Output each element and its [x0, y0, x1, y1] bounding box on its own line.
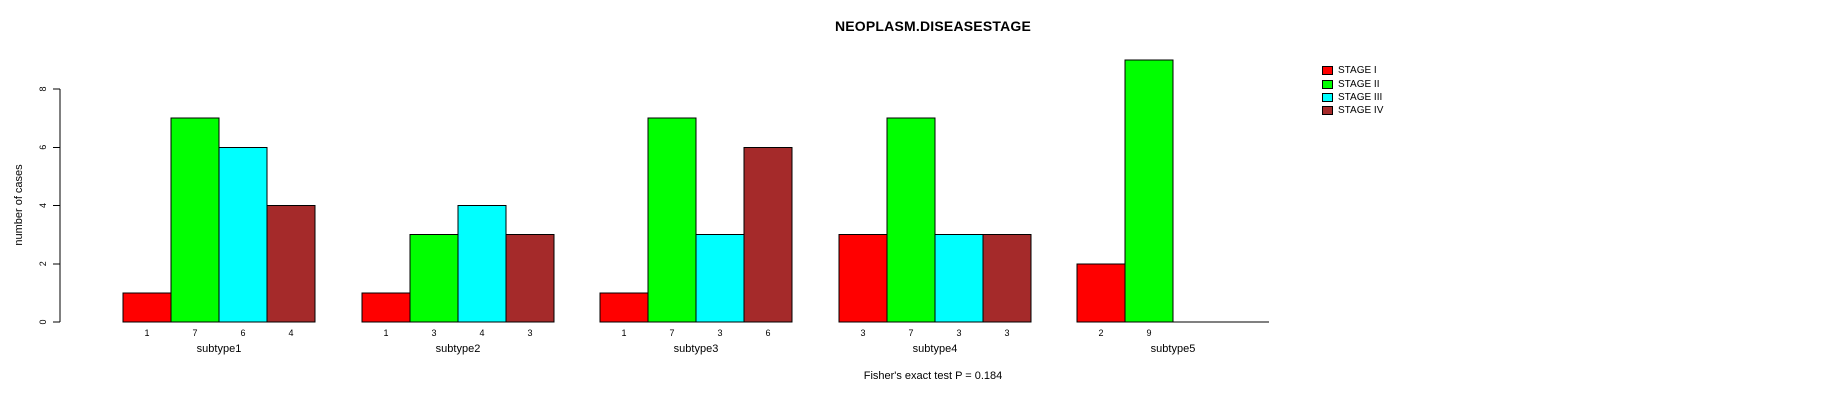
x-category-label: subtype3 — [674, 343, 719, 355]
bar-stage-i — [599, 292, 649, 323]
legend-label: STAGE IV — [1338, 105, 1384, 117]
bar-stage-i — [361, 292, 411, 323]
bar-stage-ii — [647, 117, 697, 323]
y-tick-label: 8 — [38, 86, 48, 91]
bar-stage-i — [838, 234, 888, 323]
bar-value-label: 7 — [669, 328, 674, 338]
y-tick-label: 2 — [38, 261, 48, 266]
bar-stage-iii — [457, 205, 507, 323]
legend: STAGE I STAGE II STAGE III STAGE IV — [1322, 64, 1383, 118]
bar-value-label: 9 — [1146, 328, 1151, 338]
legend-swatch-icon — [1322, 79, 1333, 89]
y-tick-label: 6 — [38, 145, 48, 150]
bar-value-label: 1 — [621, 328, 626, 338]
y-tick-label: 4 — [38, 203, 48, 208]
x-category-label: subtype4 — [913, 343, 958, 355]
bar-value-label: 6 — [240, 328, 245, 338]
bar-stage-iv — [982, 234, 1032, 323]
bar-value-label: 4 — [288, 328, 293, 338]
bar-stage-ii — [409, 234, 459, 323]
bar-value-label: 3 — [860, 328, 865, 338]
legend-item-stage-ii: STAGE II — [1322, 77, 1383, 90]
bar-stage-iv — [505, 234, 555, 323]
bar-stage-iv — [743, 146, 793, 323]
bar-value-label: 4 — [479, 328, 484, 338]
y-tick-label: 0 — [38, 319, 48, 324]
bar-value-label: 3 — [1004, 328, 1009, 338]
x-category-label: subtype5 — [1151, 343, 1196, 355]
bar-value-label: 1 — [383, 328, 388, 338]
bar-stage-i — [1076, 263, 1126, 323]
legend-item-stage-iv: STAGE IV — [1322, 104, 1383, 117]
legend-swatch-icon — [1322, 92, 1333, 102]
x-category-label: subtype1 — [197, 343, 242, 355]
bar-stage-iv — [266, 205, 316, 323]
bar-value-label: 6 — [765, 328, 770, 338]
legend-label: STAGE I — [1338, 65, 1377, 77]
legend-item-stage-i: STAGE I — [1322, 64, 1383, 77]
bar-value-label: 3 — [527, 328, 532, 338]
bar-stage-iii — [695, 234, 745, 323]
bar-value-label: 3 — [431, 328, 436, 338]
bar-value-label: 7 — [192, 328, 197, 338]
bar-stage-ii — [886, 117, 936, 323]
x-category-label: subtype2 — [436, 343, 481, 355]
legend-label: STAGE II — [1338, 78, 1380, 90]
legend-item-stage-iii: STAGE III — [1322, 91, 1383, 104]
legend-label: STAGE III — [1338, 91, 1383, 103]
bar-value-label: 3 — [717, 328, 722, 338]
bar-value-label: 1 — [144, 328, 149, 338]
fisher-test-note: Fisher's exact test P = 0.184 — [863, 370, 1003, 382]
legend-swatch-icon — [1322, 66, 1333, 76]
chart-title: NEOPLASM.DISEASESTAGE — [834, 18, 1032, 34]
bar-value-label: 2 — [1098, 328, 1103, 338]
y-axis-label: number of cases — [13, 164, 25, 246]
bar-stage-iii — [218, 146, 268, 323]
bar-value-label: 7 — [908, 328, 913, 338]
bar-value-label: 3 — [956, 328, 961, 338]
bar-stage-ii — [170, 117, 220, 323]
bar-stage-iii — [934, 234, 984, 323]
legend-swatch-icon — [1322, 106, 1333, 116]
bar-stage-i — [122, 292, 172, 323]
bar-stage-ii — [1124, 59, 1174, 323]
